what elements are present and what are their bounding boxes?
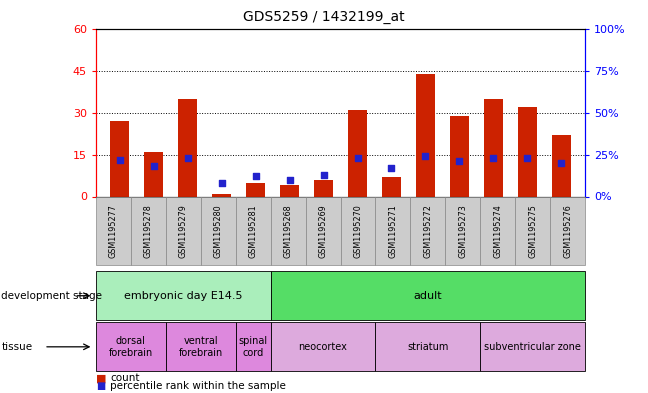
Point [148, 163, 159, 170]
Text: GSM1195280: GSM1195280 [214, 204, 223, 258]
Point [183, 155, 193, 161]
Bar [280, 185, 299, 196]
Point [318, 172, 329, 178]
Point [488, 155, 498, 161]
Bar [314, 180, 333, 196]
Bar [110, 121, 129, 196]
Bar [416, 74, 435, 196]
Text: GSM1195273: GSM1195273 [458, 204, 467, 258]
Text: neocortex: neocortex [299, 342, 347, 352]
Text: GSM1195276: GSM1195276 [563, 204, 572, 258]
Text: ■: ■ [96, 381, 105, 391]
Text: GSM1195279: GSM1195279 [179, 204, 188, 258]
Bar [484, 99, 503, 196]
Bar [145, 152, 163, 196]
Point [522, 155, 533, 161]
Text: embryonic day E14.5: embryonic day E14.5 [124, 291, 242, 301]
Bar [246, 183, 265, 196]
Point [556, 160, 566, 166]
Bar [213, 194, 231, 196]
Point [386, 165, 397, 171]
Bar [348, 110, 367, 196]
Text: GSM1195272: GSM1195272 [423, 204, 432, 258]
Text: development stage: development stage [1, 291, 102, 301]
Point [284, 177, 295, 183]
Text: subventricular zone: subventricular zone [484, 342, 581, 352]
Text: striatum: striatum [407, 342, 448, 352]
Text: percentile rank within the sample: percentile rank within the sample [110, 381, 286, 391]
Text: GSM1195274: GSM1195274 [493, 204, 502, 258]
Text: GSM1195270: GSM1195270 [354, 204, 362, 258]
Text: GSM1195268: GSM1195268 [284, 204, 293, 258]
Text: GSM1195281: GSM1195281 [249, 204, 258, 258]
Text: GSM1195275: GSM1195275 [528, 204, 537, 258]
Point [353, 155, 363, 161]
Text: GSM1195278: GSM1195278 [144, 204, 153, 258]
Point [115, 156, 125, 163]
Point [216, 180, 227, 186]
Point [454, 158, 465, 165]
Bar [518, 107, 537, 196]
Bar [178, 99, 197, 196]
Text: GSM1195271: GSM1195271 [388, 204, 397, 258]
Text: tissue: tissue [1, 342, 32, 352]
Text: ventral
forebrain: ventral forebrain [179, 336, 223, 358]
Bar [552, 135, 571, 196]
Text: GSM1195277: GSM1195277 [109, 204, 118, 258]
Bar [450, 116, 469, 196]
Text: count: count [110, 373, 140, 383]
Text: adult: adult [413, 291, 442, 301]
Text: ■: ■ [96, 373, 106, 383]
Text: spinal
cord: spinal cord [238, 336, 268, 358]
Point [421, 153, 431, 160]
Text: GDS5259 / 1432199_at: GDS5259 / 1432199_at [243, 10, 405, 24]
Text: dorsal
forebrain: dorsal forebrain [109, 336, 153, 358]
Point [250, 173, 260, 180]
Text: GSM1195269: GSM1195269 [319, 204, 327, 258]
Bar [382, 177, 401, 196]
